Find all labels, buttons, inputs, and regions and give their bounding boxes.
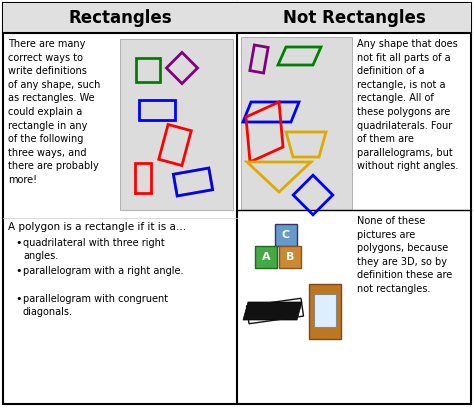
Text: A: A [262, 252, 270, 262]
Bar [3, 3, 237, 33]
Text: •: • [15, 294, 21, 304]
Bar [309, 284, 341, 339]
Text: Any shape that does
not fit all parts of a
definition of a
rectangle, is not a
r: Any shape that does not fit all parts of… [357, 39, 458, 171]
Text: There are many
correct ways to
write definitions
of any shape, such
as rectangle: There are many correct ways to write def… [8, 39, 100, 185]
Polygon shape [243, 302, 302, 320]
Text: •: • [15, 238, 21, 248]
Text: C: C [282, 230, 290, 240]
Text: quadrilateral with three right
angles.: quadrilateral with three right angles. [23, 238, 165, 261]
Text: •: • [15, 266, 21, 276]
Bar [120, 39, 233, 210]
Bar [275, 224, 297, 246]
Bar [314, 294, 336, 327]
Bar [279, 246, 301, 268]
Bar [241, 37, 352, 210]
Bar [237, 3, 471, 33]
Text: B: B [286, 252, 294, 262]
Bar [255, 246, 277, 268]
Text: parallelogram with congruent
diagonals.: parallelogram with congruent diagonals. [23, 294, 168, 317]
Text: None of these
pictures are
polygons, because
they are 3D, so by
definition these: None of these pictures are polygons, bec… [357, 216, 452, 294]
Text: Rectangles: Rectangles [68, 9, 172, 27]
Text: A polygon is a rectangle if it is a…: A polygon is a rectangle if it is a… [8, 222, 186, 232]
Text: Not Rectangles: Not Rectangles [283, 9, 425, 27]
Text: parallelogram with a right angle.: parallelogram with a right angle. [23, 266, 183, 276]
